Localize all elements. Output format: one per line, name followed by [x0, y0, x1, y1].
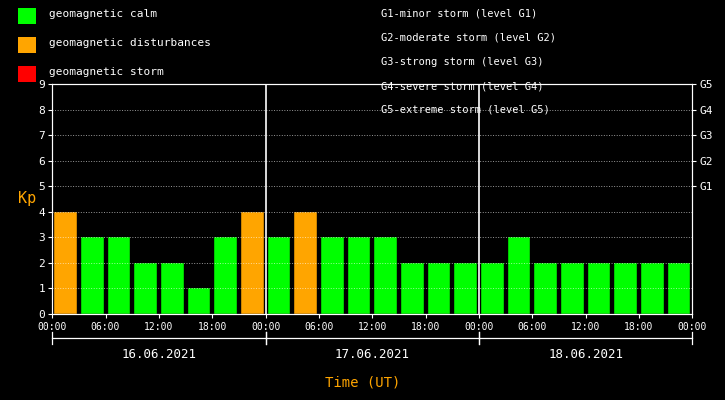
Text: G4-severe storm (level G4): G4-severe storm (level G4)	[381, 81, 543, 91]
Text: 18.06.2021: 18.06.2021	[548, 348, 624, 361]
Bar	[588, 263, 610, 314]
Bar	[81, 237, 104, 314]
Text: 16.06.2021: 16.06.2021	[121, 348, 196, 361]
Y-axis label: Kp: Kp	[18, 192, 36, 206]
Bar	[561, 263, 584, 314]
Text: G1-minor storm (level G1): G1-minor storm (level G1)	[381, 9, 537, 19]
Bar	[294, 212, 317, 314]
Bar	[481, 263, 504, 314]
Bar	[161, 263, 183, 314]
Text: geomagnetic disturbances: geomagnetic disturbances	[49, 38, 211, 48]
Text: G3-strong storm (level G3): G3-strong storm (level G3)	[381, 57, 543, 67]
Bar	[668, 263, 690, 314]
Bar	[401, 263, 423, 314]
Bar	[614, 263, 637, 314]
Text: G2-moderate storm (level G2): G2-moderate storm (level G2)	[381, 33, 555, 43]
Text: geomagnetic calm: geomagnetic calm	[49, 9, 157, 19]
Text: 17.06.2021: 17.06.2021	[335, 348, 410, 361]
Bar	[188, 288, 210, 314]
Bar	[507, 237, 530, 314]
Bar	[54, 212, 77, 314]
Text: Time (UT): Time (UT)	[325, 375, 400, 389]
Bar	[321, 237, 344, 314]
Bar	[268, 237, 290, 314]
Bar	[134, 263, 157, 314]
Bar	[455, 263, 477, 314]
Bar	[534, 263, 557, 314]
Bar	[641, 263, 663, 314]
Bar	[215, 237, 237, 314]
Bar	[428, 263, 450, 314]
Bar	[107, 237, 130, 314]
Bar	[347, 237, 370, 314]
Text: G5-extreme storm (level G5): G5-extreme storm (level G5)	[381, 105, 550, 115]
Bar	[374, 237, 397, 314]
Bar	[241, 212, 264, 314]
Text: geomagnetic storm: geomagnetic storm	[49, 67, 164, 77]
